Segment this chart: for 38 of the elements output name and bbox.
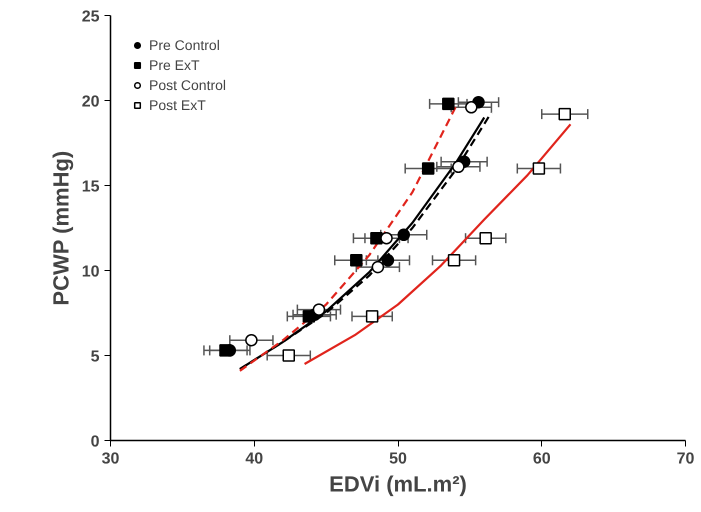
- y-tick-label: 0: [90, 434, 100, 450]
- x-tick-label: 60: [532, 450, 551, 468]
- y-axis-title: PCWP (mmHg): [48, 150, 74, 306]
- point: [398, 228, 410, 242]
- point: [448, 254, 460, 267]
- x-tick-label: 40: [245, 450, 264, 468]
- y-tick-label: 25: [82, 8, 100, 26]
- point: [282, 349, 295, 362]
- point: [219, 344, 232, 357]
- x-tick-label: 50: [389, 450, 407, 468]
- point: [442, 98, 455, 110]
- point: [372, 260, 384, 274]
- point: [422, 162, 434, 175]
- point: [465, 101, 478, 114]
- y-tick-label: 5: [90, 348, 100, 366]
- point: [532, 162, 546, 175]
- point: [350, 254, 363, 267]
- point: [366, 310, 378, 323]
- point: [382, 254, 394, 267]
- x-tick-label: 30: [102, 450, 120, 468]
- y-tick-label: 20: [82, 94, 100, 110]
- legend-label: Pre Control: [149, 37, 220, 53]
- legend-label: Post Control: [149, 77, 226, 93]
- y-tick-label: 15: [82, 178, 100, 196]
- y-tick-label: 10: [82, 264, 100, 280]
- point: [245, 334, 258, 346]
- x-axis-title: EDVi (mL.m²): [329, 472, 467, 496]
- x-tick-label: 70: [676, 450, 694, 468]
- legend-label: Pre ExT: [149, 57, 200, 73]
- point: [370, 232, 383, 244]
- point: [302, 310, 316, 323]
- point: [312, 303, 326, 316]
- point: [380, 232, 393, 244]
- point: [452, 160, 465, 174]
- legend-label: Post ExT: [149, 97, 206, 113]
- line-series: [303, 123, 572, 366]
- point: [479, 232, 492, 244]
- point: [558, 108, 571, 120]
